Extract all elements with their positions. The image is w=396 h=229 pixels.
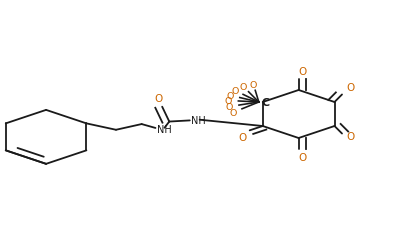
Text: O: O — [227, 91, 234, 100]
Text: O: O — [238, 133, 247, 142]
Text: O: O — [240, 83, 247, 92]
Text: O: O — [299, 67, 307, 77]
Text: O: O — [225, 103, 233, 112]
Text: O: O — [225, 96, 232, 106]
Text: O: O — [299, 153, 307, 163]
Text: O: O — [232, 87, 239, 96]
Text: O: O — [346, 131, 355, 141]
Text: C: C — [262, 97, 270, 107]
Text: NH: NH — [191, 115, 206, 125]
Text: NH: NH — [158, 124, 172, 134]
Text: O: O — [250, 81, 257, 90]
Text: O: O — [230, 108, 237, 117]
Text: O: O — [346, 83, 355, 93]
Text: O: O — [154, 93, 162, 103]
